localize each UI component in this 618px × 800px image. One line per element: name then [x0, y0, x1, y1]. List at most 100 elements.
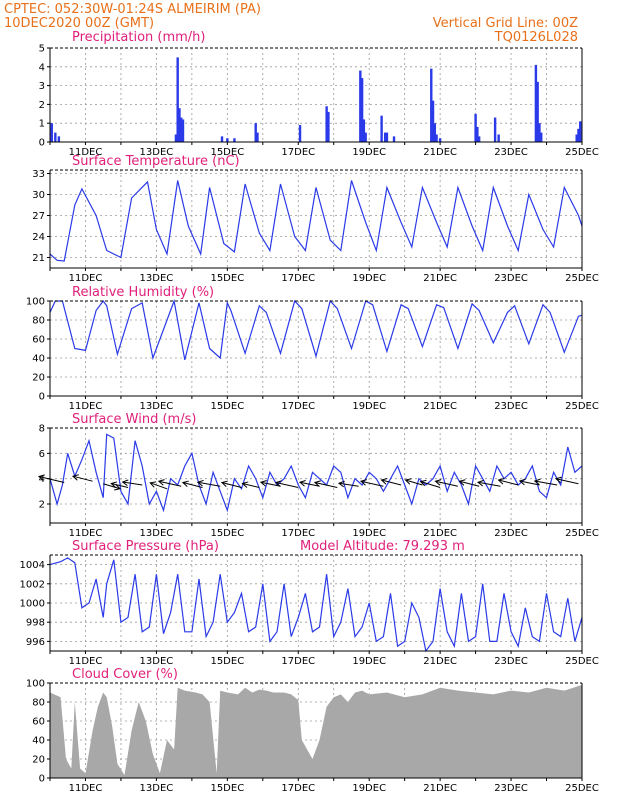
x-tick-label: 19DEC	[352, 528, 386, 539]
pressure-line	[49, 557, 583, 653]
x-tick-label: 25DEC	[565, 147, 599, 158]
x-tick-label: 11DEC	[69, 656, 103, 667]
wind-arrowhead	[555, 476, 562, 484]
wind-arrowhead	[220, 480, 228, 487]
wind-arrowhead	[419, 479, 427, 487]
model-altitude: Model Altitude: 79.293 m	[300, 539, 465, 554]
precip-bar	[534, 64, 538, 142]
precip-bar	[254, 123, 257, 142]
wind-title: Surface Wind (m/s)	[72, 412, 196, 427]
y-tick-label: 40	[32, 736, 45, 747]
y-tick-label: 1	[39, 119, 45, 130]
x-tick-label: 13DEC	[140, 783, 174, 794]
y-tick-label: 27	[32, 211, 45, 222]
wind-arrowhead	[359, 479, 367, 486]
y-tick-label: 0	[39, 392, 45, 403]
wind-arrow	[534, 480, 558, 486]
pressure-title: Surface Pressure (hPa)	[72, 539, 219, 554]
precip-bar	[493, 117, 497, 142]
x-tick-label: 13DEC	[140, 528, 174, 539]
precip-bar	[176, 57, 179, 142]
wind-arrow	[405, 479, 423, 486]
precip-bar	[392, 136, 396, 142]
y-tick-label: 4	[39, 62, 45, 73]
x-tick-label: 11DEC	[69, 528, 103, 539]
precip-bar	[226, 138, 229, 142]
y-tick-label: 60	[32, 335, 45, 346]
wind-arrow	[299, 481, 320, 487]
x-tick-label: 23DEC	[494, 656, 528, 667]
wind-arrow	[420, 481, 441, 489]
y-tick-label: 20	[32, 755, 45, 766]
wind-arrowhead	[380, 478, 388, 485]
x-tick-label: 11DEC	[69, 783, 103, 794]
wind-arrowhead	[37, 474, 45, 481]
precip-bar	[364, 132, 367, 142]
precip-bar	[50, 123, 53, 142]
x-tick-label: 17DEC	[281, 273, 315, 284]
wind-arrow	[103, 483, 121, 490]
wind-arrow	[182, 482, 203, 489]
wind-arrow	[338, 482, 359, 487]
x-tick-label: 19DEC	[352, 783, 386, 794]
y-tick-label: 1000	[20, 599, 45, 610]
y-tick-label: 33	[32, 169, 45, 180]
precip-bar	[438, 138, 442, 142]
y-tick-label: 20	[32, 373, 45, 384]
wind-arrowhead	[71, 474, 79, 481]
wind-arrow	[435, 480, 458, 487]
y-tick-label: 0	[39, 138, 45, 149]
cloud-area	[50, 684, 582, 778]
rh-panel: 0 20 40 60 80 100 11DEC 13DEC 15DEC 17DEC 19DEC 21D…	[26, 285, 599, 412]
precip-bar	[474, 113, 477, 142]
wind-arrow	[360, 480, 384, 487]
x-tick-label: 11DEC	[69, 401, 103, 412]
y-tick-label: 1004	[20, 560, 45, 571]
wind-arrow	[111, 483, 129, 489]
x-tick-label: 19DEC	[352, 273, 386, 284]
wind-arrow	[197, 481, 221, 487]
wind-arrow	[381, 479, 402, 486]
wind-arrowhead	[518, 478, 526, 486]
precip-bar	[431, 100, 435, 142]
precip-bar	[430, 68, 433, 142]
precip-bar	[360, 78, 364, 142]
wind-arrow	[459, 480, 480, 487]
grid-note: Vertical Grid Line: 00Z	[433, 16, 578, 31]
panels: 0 1 2 3 4 5 11DEC 13DEC 15DEC 17DEC 19DEC 21DEC 23DE…	[20, 30, 599, 794]
precip-bar	[538, 123, 541, 142]
precip-bar	[477, 136, 481, 142]
wind-arrowhead	[110, 481, 118, 488]
precip-bar	[54, 132, 57, 142]
wind-arrowhead	[259, 480, 267, 487]
y-tick-label: 1002	[20, 579, 45, 590]
x-tick-label: 13DEC	[140, 656, 174, 667]
x-tick-label: 11DEC	[69, 147, 103, 158]
x-tick-label: 15DEC	[210, 401, 244, 412]
x-tick-label: 25DEC	[565, 273, 599, 284]
precip-bar	[174, 134, 178, 142]
wind-arrowhead	[121, 479, 129, 487]
pressure-panel: 996 998 1000 1002 1004 11DEC 13DEC 15DEC 17DEC 19…	[20, 539, 599, 667]
y-tick-label: 100	[26, 679, 45, 690]
y-tick-label: 3	[39, 81, 45, 92]
station-line: CPTEC: 052:30W-01:24S ALMEIRIM (PA)	[4, 2, 261, 17]
y-tick-label: 0	[39, 774, 45, 785]
precip-title: Precipitation (mm/h)	[72, 30, 205, 45]
y-tick-label: 24	[32, 232, 45, 243]
x-tick-label: 21DEC	[423, 147, 457, 158]
wind-arrowhead	[497, 478, 505, 485]
wind-arrow	[158, 480, 182, 487]
wind-arrow	[477, 481, 501, 487]
wind-arrowhead	[196, 479, 204, 487]
precip-bar	[536, 81, 539, 142]
y-tick-label: 6	[39, 449, 45, 460]
wind-arrowhead	[114, 484, 121, 491]
y-tick-label: 80	[32, 316, 45, 327]
precip-bar	[325, 106, 328, 142]
x-tick-label: 21DEC	[423, 528, 457, 539]
x-tick-label: 23DEC	[494, 401, 528, 412]
x-tick-label: 25DEC	[565, 783, 599, 794]
precip-bar	[233, 138, 236, 142]
y-tick-label: 4	[39, 474, 45, 485]
